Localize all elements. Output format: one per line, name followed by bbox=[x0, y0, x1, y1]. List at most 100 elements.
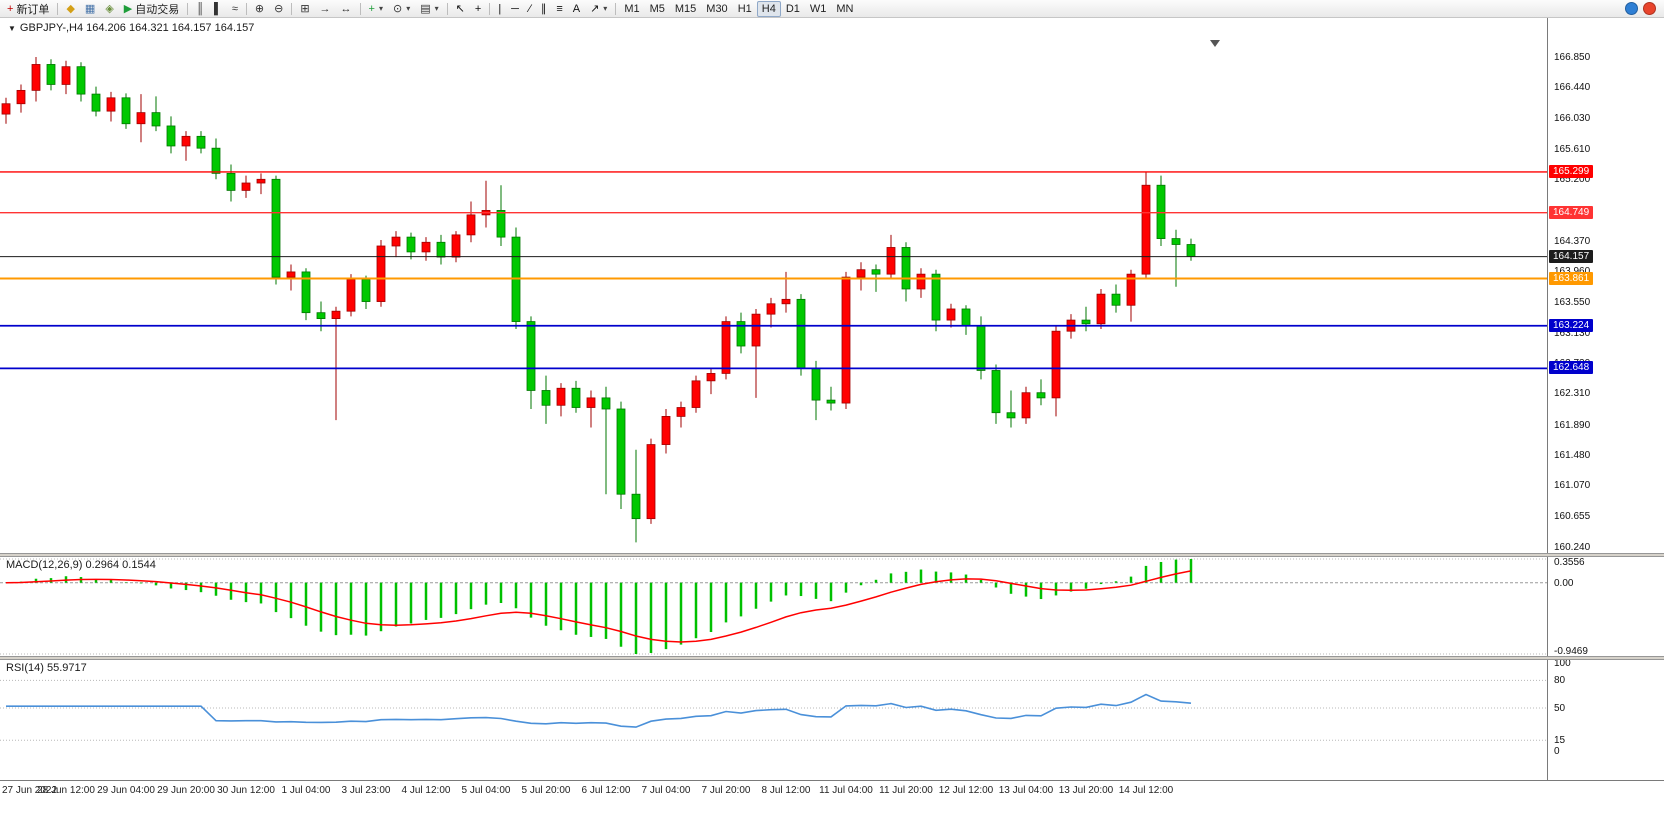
timeframe-h1-label: H1 bbox=[737, 2, 752, 15]
auto-scroll-icon: → bbox=[319, 2, 331, 15]
crosshair-button[interactable]: + bbox=[470, 1, 486, 17]
equidistant-channel-icon: ∥ bbox=[540, 2, 547, 15]
new-order-button[interactable]: + 新订单 bbox=[2, 1, 54, 17]
line-chart-button[interactable]: ≈ bbox=[227, 1, 243, 17]
candle bbox=[136, 94, 146, 143]
candle bbox=[241, 175, 251, 198]
indicators-button[interactable]: + ▾ bbox=[364, 1, 388, 17]
pane-divider-macd[interactable] bbox=[0, 553, 1664, 557]
timeframe-h4-button[interactable]: H4 bbox=[756, 0, 781, 17]
toolbar-separator bbox=[187, 2, 189, 15]
arrows-icon: ↗ bbox=[590, 2, 600, 15]
candle bbox=[496, 185, 506, 246]
candle bbox=[16, 84, 26, 113]
macd-axis-label-zero: 0.00 bbox=[1554, 577, 1574, 589]
candle bbox=[211, 138, 221, 180]
timeframe-m30-button[interactable]: M30 bbox=[701, 1, 732, 17]
templates-button[interactable]: ▤ ▾ bbox=[415, 1, 443, 17]
red-circle-icon[interactable] bbox=[1643, 2, 1656, 15]
zoom-out-icon: ⊖ bbox=[274, 2, 284, 15]
tile-windows-button[interactable]: ⊞ bbox=[295, 1, 314, 17]
templates-dropdown-icon[interactable]: ▾ bbox=[434, 4, 439, 13]
candle bbox=[406, 232, 416, 260]
fibonacci-icon: ≡ bbox=[556, 2, 563, 15]
pane-divider-rsi[interactable] bbox=[0, 656, 1664, 660]
indicators-dropdown-icon[interactable]: ▾ bbox=[378, 4, 383, 13]
chart-canvas[interactable] bbox=[0, 18, 1547, 780]
timeframe-m15-button[interactable]: M15 bbox=[670, 1, 701, 17]
candle bbox=[421, 237, 431, 261]
candle bbox=[481, 180, 491, 228]
periods-dropdown-icon[interactable]: ▾ bbox=[406, 4, 411, 13]
market-watch-button[interactable]: ◆ bbox=[61, 1, 79, 17]
candlestick-chart-button[interactable]: ▌ bbox=[209, 1, 227, 17]
line-chart-icon: ≈ bbox=[231, 2, 238, 15]
periods-icon: ⊙ bbox=[393, 2, 403, 15]
auto-scroll-button[interactable]: → bbox=[315, 1, 336, 17]
zoom-out-button[interactable]: ⊖ bbox=[269, 1, 288, 17]
timeframe-h1-button[interactable]: H1 bbox=[733, 1, 757, 17]
candle bbox=[1096, 288, 1106, 329]
candle bbox=[31, 57, 41, 102]
candles bbox=[1, 57, 1196, 543]
price-tick: 166.030 bbox=[1554, 112, 1591, 124]
zoom-in-button[interactable]: ⊕ bbox=[250, 1, 269, 17]
text-button[interactable]: A bbox=[568, 1, 585, 17]
time-label: 11 Jul 20:00 bbox=[879, 785, 933, 796]
arrows-dropdown-icon[interactable]: ▾ bbox=[603, 4, 608, 13]
candle bbox=[76, 62, 86, 102]
macd-histogram bbox=[19, 559, 1193, 654]
price-badge-165.299[interactable]: 165.299 bbox=[1549, 164, 1594, 178]
macd-axis-label-max: 0.3556 bbox=[1554, 557, 1585, 568]
candle bbox=[736, 312, 746, 354]
new-order-icon: + bbox=[7, 2, 14, 15]
candle bbox=[1111, 284, 1121, 313]
timeframe-d1-button[interactable]: D1 bbox=[781, 1, 805, 17]
price-badge-162.648[interactable]: 162.648 bbox=[1549, 361, 1594, 375]
toolbar-separator bbox=[291, 2, 293, 15]
price-badge-164.749[interactable]: 164.749 bbox=[1549, 205, 1594, 219]
trendline-button[interactable]: ∕ bbox=[524, 1, 536, 17]
price-badge-164.157[interactable]: 164.157 bbox=[1549, 249, 1594, 263]
chart-symbol-title-text: GBPJPY-,H4 164.206 164.321 164.157 164.1… bbox=[19, 22, 255, 34]
navigator-button[interactable]: ◈ bbox=[100, 1, 118, 17]
data-window-button[interactable]: ▦ bbox=[80, 1, 100, 17]
auto-trading-button[interactable]: ▶ 自动交易 bbox=[119, 1, 184, 17]
candle bbox=[46, 59, 56, 91]
timeframe-m5-button[interactable]: M5 bbox=[645, 1, 670, 17]
chart-shift-button[interactable]: ↔ bbox=[336, 1, 357, 17]
fibonacci-button[interactable]: ≡ bbox=[551, 1, 567, 17]
candle bbox=[1006, 390, 1016, 428]
chart-collapse-icon[interactable]: ▼ bbox=[8, 23, 16, 33]
time-label: 3 Jul 23:00 bbox=[341, 785, 391, 796]
timeframe-w1-button[interactable]: W1 bbox=[805, 1, 832, 17]
timeframe-mn-button[interactable]: MN bbox=[831, 1, 858, 17]
vertical-line-button[interactable]: | bbox=[493, 1, 506, 17]
chart-plot-area[interactable]: ▼ GBPJPY-,H4 164.206 164.321 164.157 164… bbox=[0, 18, 1547, 780]
periods-button[interactable]: ⊙ ▾ bbox=[388, 1, 415, 17]
price-badge-163.224[interactable]: 163.224 bbox=[1549, 318, 1594, 332]
price-axis[interactable]: 166.850 166.440 166.030 165.610 165.200 164.3… bbox=[1547, 18, 1664, 780]
navigator-icon: ◈ bbox=[105, 2, 114, 15]
horizontal-line-button[interactable]: ─ bbox=[506, 1, 524, 17]
candle bbox=[1186, 238, 1196, 261]
candle bbox=[166, 116, 176, 154]
price-tick: 166.850 bbox=[1554, 52, 1591, 64]
auto-trading-label: 自动交易 bbox=[135, 3, 180, 16]
candle bbox=[151, 96, 161, 132]
equidistant-channel-button[interactable]: ∥ bbox=[536, 1, 552, 17]
blue-circle-icon[interactable] bbox=[1625, 2, 1638, 15]
candle bbox=[451, 231, 461, 263]
candle bbox=[376, 240, 386, 307]
cursor-button[interactable]: ↖ bbox=[451, 1, 470, 17]
time-axis[interactable]: 27 Jun 2022 28 Jun 12:00 29 Jun 04:00 29 Ju… bbox=[0, 780, 1664, 800]
candle bbox=[391, 231, 401, 258]
candle bbox=[1141, 171, 1151, 280]
arrows-button[interactable]: ↗ ▾ bbox=[585, 1, 612, 17]
timeframe-m1-button[interactable]: M1 bbox=[619, 1, 644, 17]
price-tick: 164.370 bbox=[1554, 235, 1591, 247]
bar-chart-button[interactable]: ║ bbox=[191, 1, 209, 17]
price-badge-163.861[interactable]: 163.861 bbox=[1549, 271, 1594, 285]
candle bbox=[586, 390, 596, 428]
price-tick: 165.610 bbox=[1554, 143, 1591, 155]
